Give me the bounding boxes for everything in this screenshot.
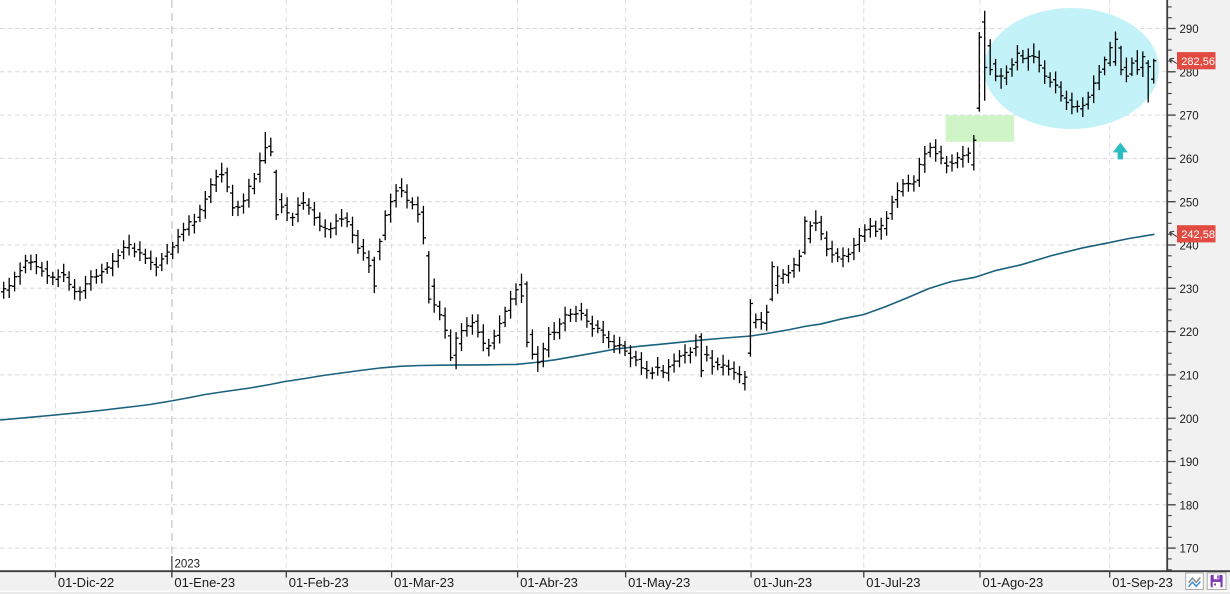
svg-text:220: 220	[1180, 327, 1199, 339]
svg-text:180: 180	[1180, 500, 1199, 512]
svg-text:01-Dic-22: 01-Dic-22	[58, 575, 114, 590]
svg-text:01-Jul-23: 01-Jul-23	[866, 575, 920, 590]
svg-text:240: 240	[1180, 241, 1199, 253]
svg-text:01-Sep-23: 01-Sep-23	[1112, 575, 1173, 590]
svg-text:280: 280	[1180, 67, 1199, 79]
svg-text:200: 200	[1180, 414, 1199, 426]
svg-text:01-Mar-23: 01-Mar-23	[394, 575, 454, 590]
svg-text:01-May-23: 01-May-23	[628, 575, 690, 590]
svg-text:01-Feb-23: 01-Feb-23	[289, 575, 349, 590]
svg-text:290: 290	[1180, 24, 1199, 36]
svg-text:210: 210	[1180, 371, 1199, 383]
svg-text:2023: 2023	[175, 559, 201, 571]
svg-text:282,56: 282,56	[1181, 56, 1215, 68]
svg-text:230: 230	[1180, 284, 1199, 296]
svg-text:01-Ago-23: 01-Ago-23	[983, 575, 1044, 590]
svg-text:190: 190	[1180, 457, 1199, 469]
svg-text:01-Jun-23: 01-Jun-23	[754, 575, 813, 590]
svg-text:270: 270	[1180, 111, 1199, 123]
svg-text:250: 250	[1180, 197, 1199, 209]
svg-text:01-Abr-23: 01-Abr-23	[520, 575, 578, 590]
svg-text:170: 170	[1180, 544, 1199, 556]
svg-text:260: 260	[1180, 154, 1199, 166]
svg-text:242,58: 242,58	[1181, 229, 1215, 241]
svg-text:01-Ene-23: 01-Ene-23	[174, 575, 235, 590]
